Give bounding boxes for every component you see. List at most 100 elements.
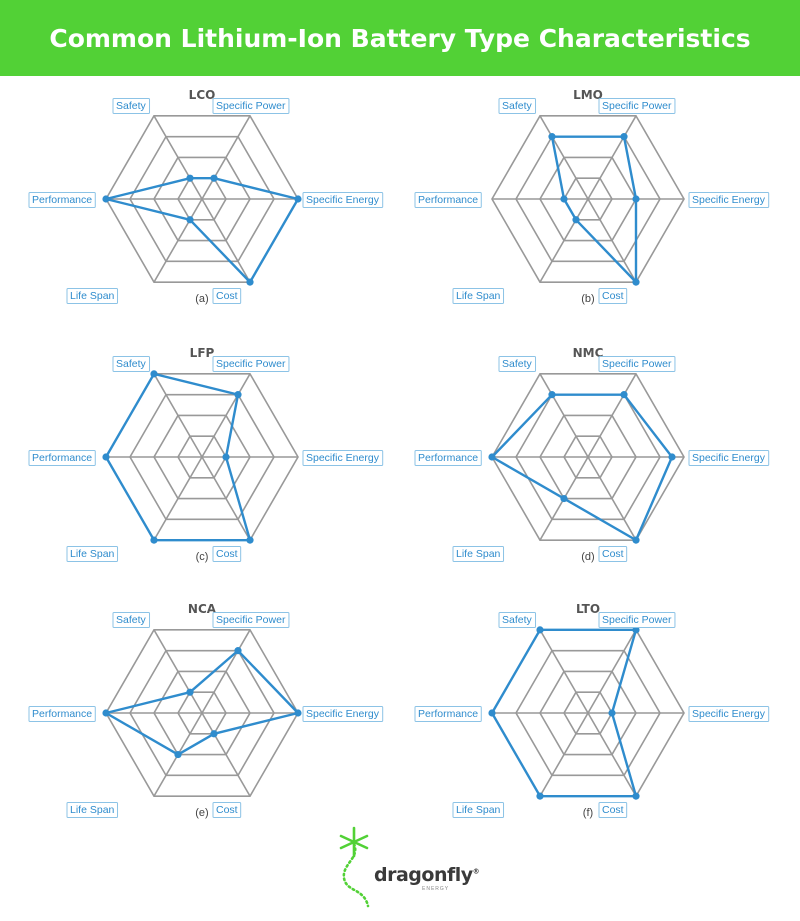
axis-label-text: Safety bbox=[116, 100, 147, 112]
data-point-specific-energy bbox=[668, 453, 676, 461]
axis-label-cost: Cost bbox=[212, 802, 242, 818]
axis-label-text: Cost bbox=[216, 548, 238, 560]
data-point-performance bbox=[488, 709, 496, 717]
grid-spoke bbox=[539, 115, 589, 200]
axis-label-cost: Cost bbox=[212, 546, 242, 562]
dragonfly-icon bbox=[339, 826, 370, 908]
axis-label-box bbox=[212, 288, 242, 304]
data-point-safety bbox=[150, 370, 158, 378]
grid-spoke bbox=[539, 629, 589, 714]
axis-label-text: Performance bbox=[32, 194, 92, 206]
axis-label-box bbox=[452, 802, 505, 818]
data-point-performance bbox=[488, 453, 496, 461]
axis-label-text: Cost bbox=[216, 290, 238, 302]
grid-spoke bbox=[201, 712, 251, 797]
axis-label-box bbox=[452, 288, 505, 304]
axis-label-text: Performance bbox=[32, 708, 92, 720]
grid-spoke bbox=[153, 115, 203, 200]
grid-spoke bbox=[587, 629, 637, 714]
axis-label-cost: Cost bbox=[598, 802, 628, 818]
logo-subtitle: ENERGY bbox=[422, 886, 450, 892]
logo-wordmark: dragonfly® bbox=[374, 864, 480, 886]
chart-caption: (a) bbox=[195, 293, 208, 305]
axis-label-box bbox=[302, 706, 384, 722]
data-point-life-span bbox=[174, 750, 182, 759]
axis-label-box bbox=[302, 192, 384, 208]
axis-label-box bbox=[112, 98, 151, 114]
axis-label-box bbox=[66, 802, 119, 818]
data-point-specific-power bbox=[620, 391, 628, 399]
data-point-specific-energy bbox=[222, 453, 230, 461]
axis-label-text: Specific Energy bbox=[306, 452, 380, 464]
chart-title: NCA bbox=[188, 602, 217, 616]
axis-label-text: Safety bbox=[502, 100, 533, 112]
grid-spoke bbox=[201, 373, 251, 458]
series-line bbox=[104, 649, 300, 756]
axis-label-box bbox=[414, 450, 482, 466]
grid-spoke bbox=[587, 456, 637, 541]
data-point-specific-power bbox=[210, 174, 218, 182]
axis-label-safety: Safety bbox=[498, 98, 537, 114]
axis-label-text: Specific Power bbox=[216, 614, 286, 626]
axis-label-specific-power: Specific Power bbox=[598, 612, 676, 628]
axis-label-specific-power: Specific Power bbox=[212, 98, 290, 114]
page-title: Common Lithium-Ion Battery Type Characte… bbox=[49, 23, 751, 53]
axis-label-box bbox=[212, 356, 290, 372]
axis-label-specific-power: Specific Power bbox=[212, 612, 290, 628]
axis-label-text: Specific Energy bbox=[692, 194, 766, 206]
axis-label-safety: Safety bbox=[112, 98, 151, 114]
axis-label-life-span: Life Span bbox=[66, 546, 119, 562]
logo-registered-mark: ® bbox=[472, 867, 480, 876]
axis-label-specific-energy: Specific Energy bbox=[302, 450, 384, 466]
axis-label-specific-power: Specific Power bbox=[212, 356, 290, 372]
axis-label-safety: Safety bbox=[112, 356, 151, 372]
chart-caption: (f) bbox=[583, 807, 593, 819]
axis-label-text: Life Span bbox=[70, 548, 115, 560]
axis-label-box bbox=[688, 192, 770, 208]
axis-label-text: Specific Power bbox=[216, 358, 286, 370]
chart-caption: (d) bbox=[581, 551, 594, 563]
axis-label-specific-energy: Specific Energy bbox=[302, 192, 384, 208]
axis-label-specific-energy: Specific Energy bbox=[688, 450, 770, 466]
chart-caption: (c) bbox=[196, 551, 209, 563]
data-point-life-span bbox=[572, 216, 580, 224]
axis-label-box bbox=[414, 706, 482, 722]
axis-label-box bbox=[212, 546, 242, 562]
axis-label-text: Life Span bbox=[456, 804, 501, 816]
grid-spoke bbox=[587, 373, 637, 458]
axis-label-text: Safety bbox=[116, 358, 147, 370]
data-point-specific-power bbox=[234, 391, 242, 399]
axis-label-life-span: Life Span bbox=[66, 288, 119, 304]
axis-label-specific-energy: Specific Energy bbox=[302, 706, 384, 722]
axis-label-text: Life Span bbox=[70, 290, 115, 302]
radar-chart-lfp: LFP (c) Specific Power Specific Energy Cost L… bbox=[28, 346, 384, 563]
axis-label-box bbox=[598, 546, 628, 562]
axis-label-box bbox=[598, 356, 676, 372]
axis-label-performance: Performance bbox=[414, 706, 482, 722]
axis-label-cost: Cost bbox=[598, 288, 628, 304]
dragonfly-logo: dragonfly® ENERGY bbox=[330, 822, 480, 912]
axis-label-box bbox=[598, 612, 676, 628]
radar-chart-lto: LTO (f) Specific Power Specific Energy Cost L… bbox=[414, 602, 770, 819]
data-point-safety bbox=[548, 133, 556, 141]
header-banner: Common Lithium-Ion Battery Type Characte… bbox=[0, 0, 800, 76]
data-point-life-span bbox=[186, 216, 194, 224]
axis-label-text: Safety bbox=[502, 358, 533, 370]
grid-spoke bbox=[153, 373, 203, 458]
axis-label-box bbox=[598, 288, 628, 304]
axis-label-performance: Performance bbox=[414, 450, 482, 466]
series-line bbox=[104, 177, 300, 284]
chart-title: LTO bbox=[576, 602, 600, 616]
data-point-specific-energy bbox=[608, 709, 616, 717]
data-point-specific-energy bbox=[294, 195, 302, 203]
grid-spoke bbox=[201, 456, 251, 541]
axis-label-text: Performance bbox=[418, 452, 478, 464]
chart-title: LFP bbox=[190, 346, 215, 360]
axis-label-safety: Safety bbox=[498, 356, 537, 372]
axis-label-safety: Safety bbox=[112, 612, 151, 628]
data-point-specific-energy bbox=[632, 195, 640, 203]
axis-label-box bbox=[302, 450, 384, 466]
data-point-performance bbox=[102, 709, 110, 717]
data-point-performance bbox=[102, 453, 110, 461]
axis-label-box bbox=[28, 706, 96, 722]
